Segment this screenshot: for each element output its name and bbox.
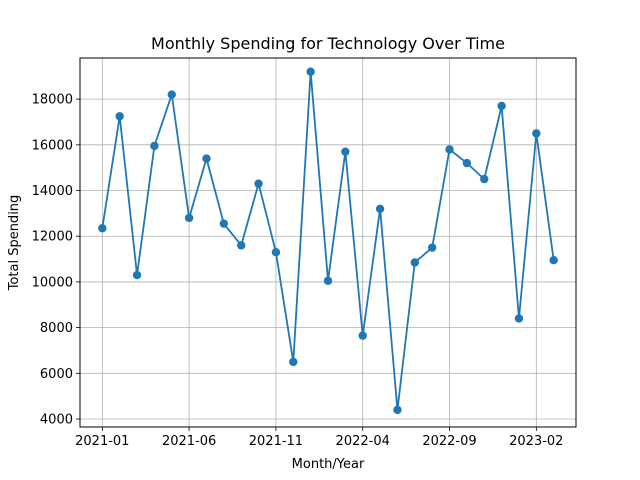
- y-tick-label: 12000: [32, 230, 73, 245]
- data-point: [254, 179, 263, 188]
- data-point: [497, 101, 506, 111]
- y-axis-label: Total Spending: [7, 195, 22, 292]
- x-tick-label: 2021-11: [249, 434, 303, 449]
- data-point: [219, 219, 229, 228]
- data-point: [341, 147, 350, 156]
- data-point: [410, 258, 419, 267]
- y-tick-label: 4000: [40, 413, 73, 428]
- data-point: [462, 158, 472, 168]
- data-point: [237, 241, 246, 250]
- data-point: [289, 357, 298, 367]
- plot-frame: [79, 57, 577, 428]
- data-point: [427, 243, 437, 252]
- series-line: [101, 70, 555, 411]
- x-axis-ticks: 2021-01 2021-06 2021-11 2022-04 2022-09 2023-…: [75, 427, 563, 449]
- data-point: [98, 224, 107, 233]
- data-point: [549, 256, 558, 265]
- data-point: [323, 276, 333, 285]
- data-point: [271, 248, 281, 257]
- series-layer: [98, 67, 558, 415]
- grid-lines: [80, 58, 576, 427]
- y-tick-label: 14000: [32, 184, 73, 199]
- y-axis-ticks: 4000 6000 8000 10000 12000 14000 16000 18000: [32, 93, 80, 428]
- data-point: [393, 405, 402, 415]
- x-tick-label: 2021-06: [162, 434, 216, 449]
- x-tick-label: 2023-02: [509, 434, 563, 449]
- y-tick-label: 10000: [32, 275, 73, 290]
- data-point: [445, 145, 454, 154]
- data-point: [375, 204, 385, 213]
- x-tick-label: 2022-09: [422, 434, 476, 449]
- y-tick-label: 8000: [40, 321, 73, 336]
- data-point: [132, 270, 142, 280]
- data-point: [358, 331, 367, 340]
- chart-title: Monthly Spending for Technology Over Tim…: [151, 34, 505, 53]
- data-point: [532, 129, 541, 138]
- data-point: [150, 141, 159, 151]
- data-point: [480, 174, 489, 184]
- data-point: [184, 213, 194, 223]
- data-point: [514, 314, 524, 323]
- x-tick-label: 2022-04: [336, 434, 390, 449]
- y-tick-label: 6000: [40, 367, 73, 382]
- y-tick-label: 18000: [32, 93, 73, 108]
- data-point: [202, 154, 211, 163]
- x-axis-label: Month/Year: [292, 457, 365, 472]
- x-tick-label: 2021-01: [75, 434, 129, 449]
- data-point: [306, 67, 315, 76]
- data-point: [167, 90, 176, 99]
- data-point: [115, 112, 124, 121]
- y-tick-label: 16000: [32, 138, 73, 153]
